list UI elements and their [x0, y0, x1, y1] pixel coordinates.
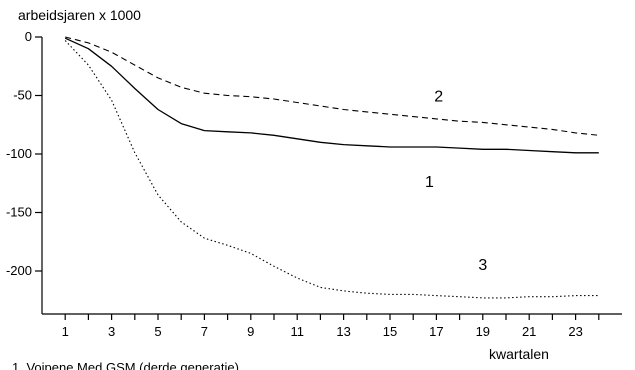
x-tick-label: 17 — [429, 324, 443, 339]
series-label-1: 1 — [425, 174, 434, 191]
x-tick-label: 15 — [383, 324, 397, 339]
y-axis-label: arbeidsjaren x 1000 — [18, 7, 141, 23]
x-tick-label: 21 — [522, 324, 536, 339]
series-line-2 — [65, 36, 599, 136]
series-label-3: 3 — [478, 257, 487, 274]
y-tick-label: -200 — [6, 263, 32, 278]
x-tick-label: 23 — [568, 324, 582, 339]
footnote-text: 1. Vojpene Med GSM (derde generatie) — [12, 360, 239, 370]
x-tick-label: 11 — [290, 324, 304, 339]
y-tick-label: 0 — [25, 29, 32, 44]
series-line-1 — [64, 37, 599, 154]
y-tick-label: -50 — [13, 88, 32, 103]
y-tick-label: -150 — [6, 205, 32, 220]
x-tick-label: 19 — [476, 324, 490, 339]
x-tick-label: 9 — [247, 324, 254, 339]
x-axis-label: kwartalen — [489, 346, 549, 362]
x-tick-label: 7 — [201, 324, 208, 339]
x-tick-label: 5 — [154, 324, 161, 339]
axes — [41, 37, 622, 315]
y-tick-label: -100 — [6, 146, 32, 161]
series-label-2: 2 — [434, 88, 443, 105]
series-line-3 — [64, 40, 599, 299]
series-lines — [64, 36, 599, 299]
x-tick-label: 3 — [108, 324, 115, 339]
x-tick-label: 1 — [62, 324, 69, 339]
series-labels: 1 2 3 — [425, 88, 487, 273]
x-tick-label: 13 — [336, 324, 350, 339]
